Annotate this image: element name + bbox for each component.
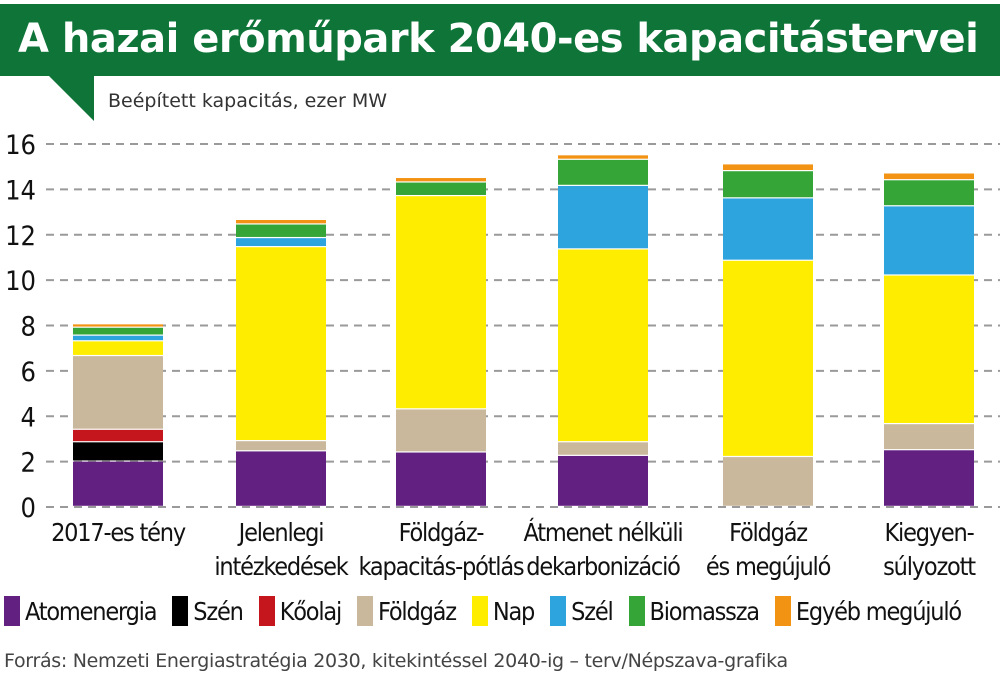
legend-label: Nap [492, 596, 536, 626]
bar-segment-egy-b-meg-jul- [73, 324, 163, 327]
legend-label: Kőolaj [279, 596, 343, 626]
legend-item: Szén [172, 596, 244, 626]
y-tick-label: 2 [21, 448, 36, 479]
y-tick-label: 8 [21, 312, 36, 343]
legend-label: Földgáz [378, 596, 457, 626]
y-tick-label: 14 [5, 175, 36, 206]
bar-segment-sz-l [73, 335, 163, 341]
bar-segment-biomassza [558, 159, 648, 185]
legend-swatch [258, 596, 275, 626]
x-category-label: 2017-es tény [51, 518, 186, 547]
bar-segment-biomassza [73, 327, 163, 335]
bar-segment-nap [558, 249, 648, 442]
y-axis-unit-label: Beépített kapacitás, ezer MW [108, 90, 388, 112]
x-category-label: Kiegyen- [884, 518, 974, 547]
bar-segment-sz-n [73, 442, 163, 461]
x-category-label: Átmenet nélküli [524, 518, 683, 547]
x-category-label: Földgáz [729, 518, 807, 547]
legend-swatch [471, 596, 488, 626]
legend-item: Földgáz [357, 596, 457, 626]
bar-segment-egy-b-meg-jul- [558, 155, 648, 159]
legend-swatch [628, 596, 645, 626]
bar-segment-biomassza [884, 180, 974, 206]
legend-item: Atomenergia [4, 596, 157, 626]
bar-segment-f-ldg-z [396, 409, 486, 452]
legend-item: Nap [471, 596, 536, 626]
legend-swatch [172, 596, 189, 626]
bar-segment-k-olaj [73, 429, 163, 442]
y-tick-label: 10 [5, 266, 36, 297]
bar-segment-atomenergia [236, 451, 326, 506]
bar-segment-sz-l [723, 198, 813, 260]
title-banner: A hazai erőműpark 2040-es kapacitásterve… [0, 4, 1000, 76]
legend-label: Szén [193, 596, 244, 626]
legend-item: Egyéb megújuló [774, 596, 962, 626]
x-category-label: dekarbonizáció [526, 552, 680, 581]
y-tick-label: 16 [5, 130, 36, 161]
bar-segment-f-ldg-z [884, 424, 974, 450]
y-tick-label: 12 [5, 221, 36, 252]
bar-segment-biomassza [236, 224, 326, 237]
source-note: Forrás: Nemzeti Energiastratégia 2030, k… [4, 650, 788, 672]
bar-segment-atomenergia [73, 461, 163, 506]
stacked-bar-chart: 0 2 4 6 8 10 12 14 16 2017-es tény Jelenlegi intézk… [5, 130, 1000, 581]
legend-item: Szél [550, 596, 614, 626]
legend-swatch [357, 596, 374, 626]
y-tick-label: 0 [21, 493, 36, 524]
bar-segment-atomenergia [396, 452, 486, 506]
bar-segment-nap [396, 196, 486, 409]
bar-segment-sz-l [558, 185, 648, 249]
x-category-label: intézkedések [214, 552, 348, 581]
legend-label: Egyéb megújuló [795, 596, 962, 626]
x-category-label: Jelenlegi [237, 518, 324, 547]
bar-segment-biomassza [396, 182, 486, 195]
bar-segment-f-ldg-z [73, 356, 163, 429]
bar-segment-nap [236, 247, 326, 441]
bar-segment-nap [723, 260, 813, 456]
legend-label: Szél [571, 596, 614, 626]
bar-segment-atomenergia [884, 450, 974, 506]
bar-segment-f-ldg-z [723, 457, 813, 506]
legend-label: Atomenergia [25, 596, 157, 626]
x-category-label: és megújuló [706, 552, 831, 581]
legend-item: Kőolaj [258, 596, 343, 626]
x-category-label: kapacitás-pótlás [359, 552, 524, 581]
bar-segment-biomassza [723, 171, 813, 198]
y-tick-label: 6 [21, 357, 36, 388]
bar-segment-nap [73, 341, 163, 355]
bar-segment-sz-l [236, 238, 326, 247]
bar-segment-egy-b-meg-jul- [396, 178, 486, 182]
bar-segment-sz-l [884, 206, 974, 275]
chart-title: A hazai erőműpark 2040-es kapacitásterve… [18, 16, 979, 62]
chart-legend: Atomenergia Szén Kőolaj Földgáz Nap Szél Bioma… [4, 596, 977, 626]
x-category-label: Földgáz- [399, 518, 485, 547]
legend-swatch [550, 596, 567, 626]
x-category-label: súlyozott [883, 552, 976, 581]
bar-segment-f-ldg-z [236, 441, 326, 451]
bar-segment-egy-b-meg-jul- [723, 164, 813, 171]
legend-swatch [774, 596, 791, 626]
legend-item: Biomassza [628, 596, 761, 626]
legend-label: Biomassza [649, 596, 761, 626]
bar-segment-atomenergia [558, 455, 648, 506]
y-tick-label: 4 [21, 402, 36, 433]
bar-segment-egy-b-meg-jul- [884, 173, 974, 180]
bar-segment-f-ldg-z [558, 442, 648, 455]
title-banner-tail [48, 75, 94, 121]
bar-segment-egy-b-meg-jul- [236, 220, 326, 224]
bar-segment-nap [884, 275, 974, 423]
legend-swatch [4, 596, 20, 626]
